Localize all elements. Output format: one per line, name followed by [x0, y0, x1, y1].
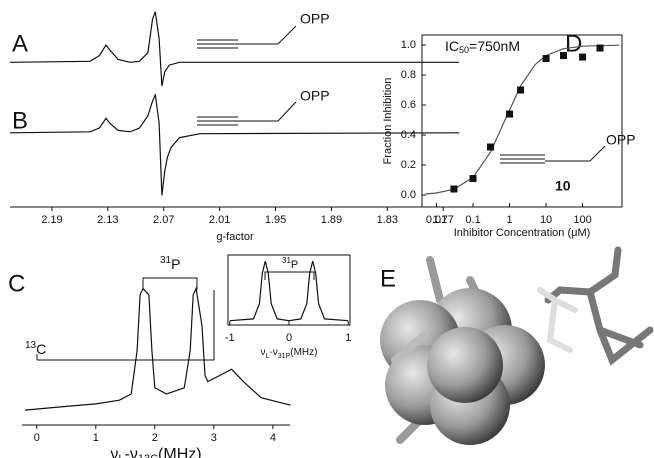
ic50-text: =750nM	[469, 38, 520, 54]
x-tick-label: 1.77	[433, 214, 454, 226]
p31-inset-label: 31P	[282, 256, 298, 271]
spectrum	[9, 11, 460, 87]
plot-frame	[227, 254, 351, 326]
y-tick-label: 0.8	[401, 69, 416, 81]
ic50-sub: 50	[459, 45, 469, 55]
element: P	[171, 256, 180, 272]
x-axis-label-sub: L	[266, 353, 270, 360]
y-tick-label: 0.2	[401, 159, 416, 171]
panel-label: A	[12, 30, 28, 57]
element: C	[36, 341, 46, 357]
x-tick-label: 2.01	[209, 214, 230, 226]
y-tick-label: 0.0	[401, 189, 416, 201]
data-point	[542, 55, 550, 63]
x-tick-label: 3	[211, 432, 217, 444]
c13-label: 13C	[25, 340, 46, 357]
data-point	[450, 185, 458, 193]
x-tick-label: 0.1	[465, 214, 480, 226]
x-axis-label: νL-ν31P(MHz)	[261, 347, 318, 360]
x-axis-label-part: -ν	[125, 446, 138, 458]
x-tick-label: 1.83	[377, 214, 398, 226]
x-axis-label-sub: L	[118, 453, 124, 458]
x-tick-label: 100	[573, 214, 591, 226]
spectrum	[9, 94, 460, 196]
x-axis-label-sub: 13C	[138, 453, 158, 458]
x-tick-label: 1	[506, 214, 512, 226]
x-tick-label: 1	[93, 432, 99, 444]
x-tick-label: 1	[345, 332, 351, 344]
sup: 31	[282, 256, 291, 265]
x-axis-label: νL-ν13C(MHz)	[110, 446, 201, 458]
sup: 31	[160, 255, 172, 266]
opp-label: OPP	[300, 88, 330, 104]
data-point	[517, 86, 525, 94]
opp-label: OPP	[606, 132, 636, 148]
x-axis-label-part: ν	[261, 347, 266, 358]
panel-label: E	[380, 265, 396, 292]
data-point	[579, 53, 587, 61]
x-tick-label: 4	[270, 432, 276, 444]
x-axis-label: g-factor	[216, 231, 254, 243]
x-tick-label: 0	[286, 332, 292, 344]
x-axis-label-part: ν	[110, 446, 118, 458]
spectrum	[24, 286, 291, 411]
ic50-text: IC	[445, 38, 459, 54]
y-tick-label: 0.6	[401, 99, 416, 111]
molecule-render	[380, 246, 654, 445]
opp-label: OPP	[300, 11, 330, 27]
panel-label: B	[12, 107, 28, 134]
compound-label: 10	[555, 178, 571, 194]
x-axis-label-part: (MHz)	[290, 347, 317, 358]
panel-label: C	[8, 270, 25, 297]
y-tick-label: 1.0	[401, 39, 416, 51]
fit-curve	[425, 44, 620, 195]
element: P	[291, 259, 298, 271]
x-axis-label-part: -ν	[269, 347, 277, 358]
data-point	[596, 44, 604, 52]
x-tick-label: 10	[540, 214, 552, 226]
data-point	[469, 175, 477, 183]
x-tick-label: 0.01	[426, 214, 447, 226]
x-tick-label: 2.19	[41, 214, 62, 226]
plot-frame	[421, 34, 623, 208]
x-tick-label: -1	[225, 332, 235, 344]
x-axis-label-sub: 31P	[278, 353, 291, 360]
x-tick-label: 1.89	[321, 214, 342, 226]
p31-label: 31P	[160, 255, 180, 272]
data-point	[559, 52, 567, 60]
sup: 13	[25, 340, 37, 351]
x-tick-label: 0	[34, 432, 40, 444]
ic50-annotation: IC50=750nM	[445, 38, 520, 56]
x-tick-label: 2	[152, 432, 158, 444]
data-point	[506, 110, 514, 118]
data-point	[486, 143, 494, 151]
spectrum	[229, 260, 349, 322]
x-tick-label: 2.13	[97, 214, 118, 226]
panel-label: D	[565, 30, 582, 57]
peak-bracket	[36, 271, 315, 361]
x-tick-label: 2.07	[153, 214, 174, 226]
y-tick-label: 0.4	[401, 129, 416, 141]
x-axis-label-part: (MHz)	[158, 446, 202, 458]
opp-schematic	[197, 25, 606, 164]
x-tick-label: 1.95	[265, 214, 286, 226]
y-axis-label: Fraction Inhibition	[382, 78, 394, 165]
x-axis-label: Inhibitor Concentration (μM)	[454, 227, 591, 239]
